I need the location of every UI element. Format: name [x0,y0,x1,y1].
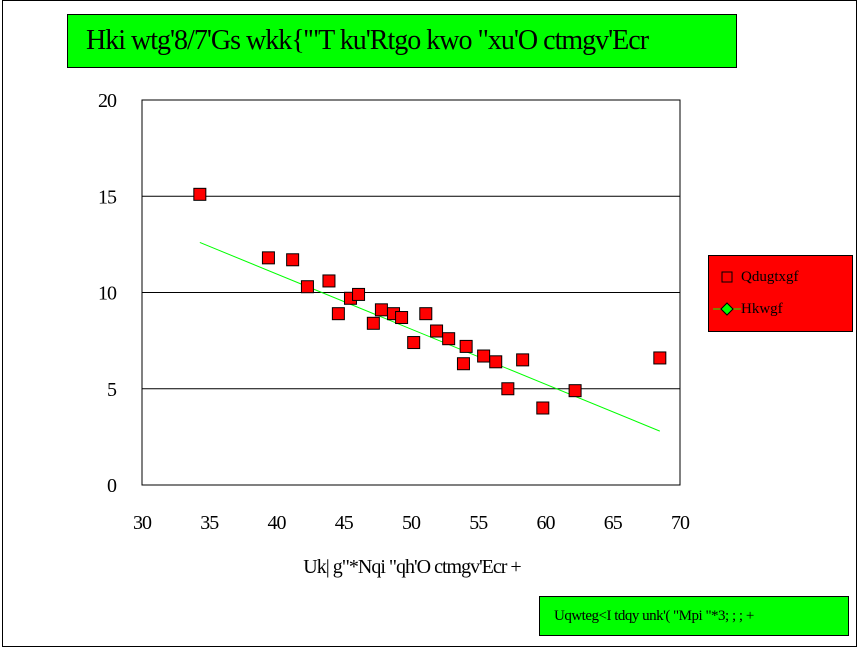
data-point [352,287,366,301]
data-point [286,253,300,267]
square-marker-icon [709,267,741,287]
data-point [501,382,515,396]
data-point [459,339,473,353]
x-tick-label: 30 [133,512,152,534]
data-point [536,401,550,415]
y-tick-label: 0 [107,475,117,497]
y-tick-label: 10 [98,283,117,305]
fitted-line [199,241,661,432]
source-note: Uqwteg<I tdqy unk'( "Mpi "*3; ; ; + [539,596,849,636]
x-tick-label: 45 [335,512,354,534]
x-axis-ticks: 30 35 40 45 50 55 60 65 70 [133,512,691,534]
data-point [407,336,421,350]
data-point [516,353,530,367]
legend: Qdugtxgf Hkwgf [708,255,853,332]
data-point [653,351,667,365]
data-point [374,303,388,317]
diamond-marker-icon [709,299,741,319]
x-tick-label: 60 [537,512,556,534]
data-point [322,274,336,288]
data-point [419,307,433,321]
data-point [456,357,470,371]
x-tick-label: 65 [604,512,623,534]
x-tick-label: 55 [469,512,488,534]
data-point [366,316,380,330]
x-tick-label: 50 [402,512,421,534]
legend-item-fitted: Hkwgf [709,298,783,320]
legend-item-observed: Qdugtxgf [709,266,799,288]
y-tick-label: 5 [107,379,117,401]
x-tick-label: 35 [200,512,219,534]
data-point [261,251,275,265]
legend-label-fitted: Hkwgf [741,300,783,317]
fitted-series [199,241,661,432]
data-point [395,311,409,325]
observed-series [193,187,667,415]
data-point [193,187,207,201]
data-point [442,332,456,346]
y-axis-ticks: 0 5 10 15 20 [98,90,118,497]
data-point [477,349,491,363]
x-axis-label: Uk| g"*Nqi "qh'O ctmgv'Ecr + [303,556,521,578]
chart-title: Hki wtg'8/7'Gs wkk{'"T ku'Rtgo kwo "xu'O… [67,14,737,68]
data-point [300,280,314,294]
legend-label-observed: Qdugtxgf [741,268,799,285]
data-point [489,355,503,369]
y-tick-label: 15 [98,186,117,208]
data-point [568,384,582,398]
gridlines [142,195,680,390]
data-point [331,307,345,321]
data-point [430,324,444,338]
x-tick-label: 70 [671,512,690,534]
y-tick-label: 20 [98,90,117,112]
x-tick-label: 40 [268,512,287,534]
